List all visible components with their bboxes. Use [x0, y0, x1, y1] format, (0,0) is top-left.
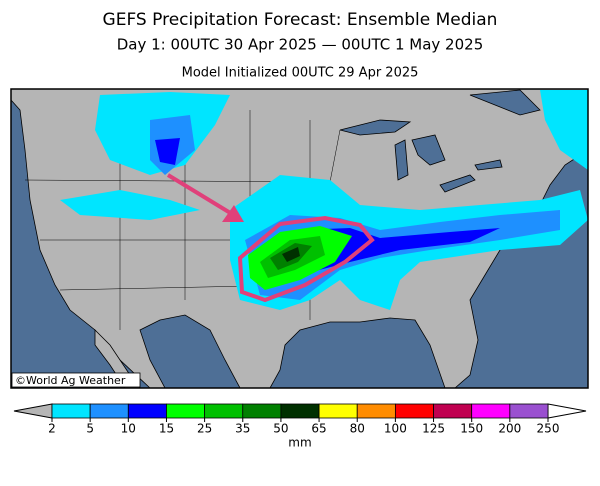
colorbar-tick-label: 10: [121, 422, 136, 436]
colorbar-swatch: [166, 403, 206, 419]
colorbar-tick-label: 25: [197, 422, 212, 436]
colorbar-over: [547, 403, 587, 419]
colorbar-tick-label: 250: [537, 422, 560, 436]
colorbar-swatch: [509, 403, 549, 419]
colorbar-unit: mm: [288, 436, 311, 450]
colorbar-tick-label: 5: [86, 422, 94, 436]
colorbar-swatch: [51, 403, 91, 419]
subtitle: Day 1: 00UTC 30 Apr 2025 — 00UTC 1 May 2…: [117, 36, 483, 54]
colorbar-swatch: [127, 403, 167, 419]
colorbar-tick-label: 2: [48, 422, 56, 436]
colorbar-tick-label: 65: [311, 422, 326, 436]
colorbar-tick-label: 80: [350, 422, 365, 436]
credit-box: [11, 372, 141, 388]
colorbar-under: [13, 403, 53, 419]
colorbar-tick-label: 200: [498, 422, 521, 436]
colorbar-tick-label: 125: [422, 422, 445, 436]
colorbar-swatch: [204, 403, 244, 419]
map-frame: [10, 88, 589, 389]
credit: ©World Ag Weather: [15, 374, 126, 387]
map: ©World Ag Weather: [10, 88, 589, 389]
colorbar-tick-label: 50: [273, 422, 288, 436]
colorbar: 2 5 10 15 25 35 50 65 80 100 125 150 200 250: [13, 403, 587, 436]
colorbar-tick-label: 150: [460, 422, 483, 436]
colorbar-tick-label: 15: [159, 422, 174, 436]
colorbar-tick-label: 35: [235, 422, 250, 436]
great-lakes: [339, 89, 541, 193]
arrow: [166, 173, 234, 216]
colorbar-swatch: [433, 403, 473, 419]
initialized: Model Initialized 00UTC 29 Apr 2025: [182, 66, 419, 81]
colorbar-swatch: [356, 403, 396, 419]
highlight-outline: [237, 215, 375, 303]
colorbar-tick-label: 100: [384, 422, 407, 436]
title: GEFS Precipitation Forecast: Ensemble Me…: [103, 10, 498, 30]
colorbar-swatch: [242, 403, 282, 419]
arrow-head: [222, 205, 244, 222]
colorbar-swatch: [318, 403, 358, 419]
colorbar-swatch: [394, 403, 434, 419]
colorbar-swatch: [471, 403, 511, 419]
colorbar-swatch: [89, 403, 129, 419]
colorbar-swatch: [280, 403, 320, 419]
